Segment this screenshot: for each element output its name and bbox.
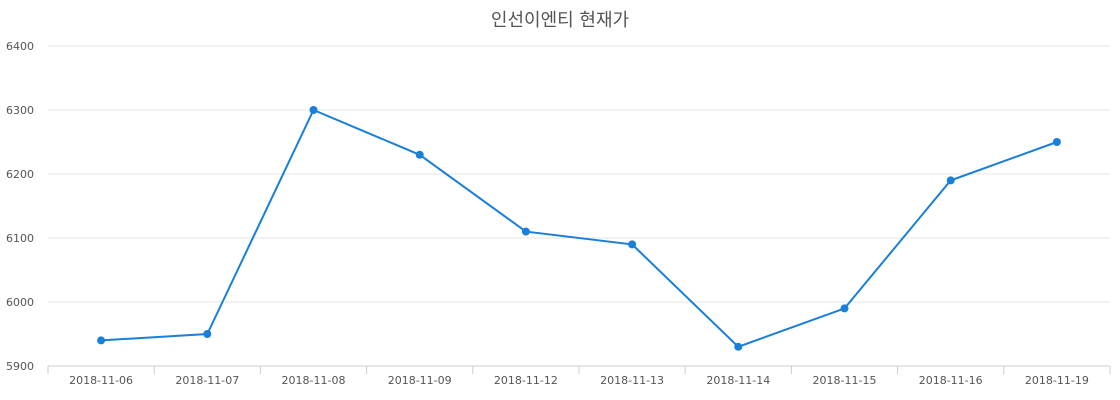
x-tick-label-2018-11-13: 2018-11-13 [600,374,664,387]
x-tick-label-2018-11-14: 2018-11-14 [706,374,770,387]
data-point-2018-11-07 [203,330,212,338]
data-point-2018-11-16 [946,176,955,185]
data-point-2018-11-12 [521,227,530,236]
x-tick-label-2018-11-09: 2018-11-09 [388,374,452,387]
data-point-2018-11-13 [628,240,637,249]
x-tick-label-2018-11-15: 2018-11-15 [813,374,877,387]
y-tick-label-6200: 6200 [6,168,34,181]
x-tick-label-2018-11-06: 2018-11-06 [69,374,133,387]
data-point-2018-11-15 [840,304,849,313]
x-tick-label-2018-11-12: 2018-11-12 [494,374,558,387]
chart-title: 인선이엔티 현재가 [490,10,630,31]
y-tick-label-6100: 6100 [6,232,34,245]
data-point-2018-11-14 [734,342,743,351]
y-tick-label-6400: 6400 [6,40,34,53]
x-tick-label-2018-11-07: 2018-11-07 [175,374,239,387]
data-point-2018-11-08 [309,106,318,114]
data-point-2018-11-06 [97,336,106,345]
series-line-0 [101,108,1058,348]
x-tick-label-2018-11-16: 2018-11-16 [919,374,983,387]
x-tick-label-2018-11-19: 2018-11-19 [1025,374,1089,387]
y-tick-label-6300: 6300 [6,104,34,117]
data-point-2018-11-09 [415,150,424,159]
data-point-2018-11-19 [1052,138,1061,146]
y-tick-label-6000: 6000 [6,296,34,309]
x-tick-label-2018-11-08: 2018-11-08 [282,374,346,387]
y-tick-label-5900: 5900 [6,360,34,373]
